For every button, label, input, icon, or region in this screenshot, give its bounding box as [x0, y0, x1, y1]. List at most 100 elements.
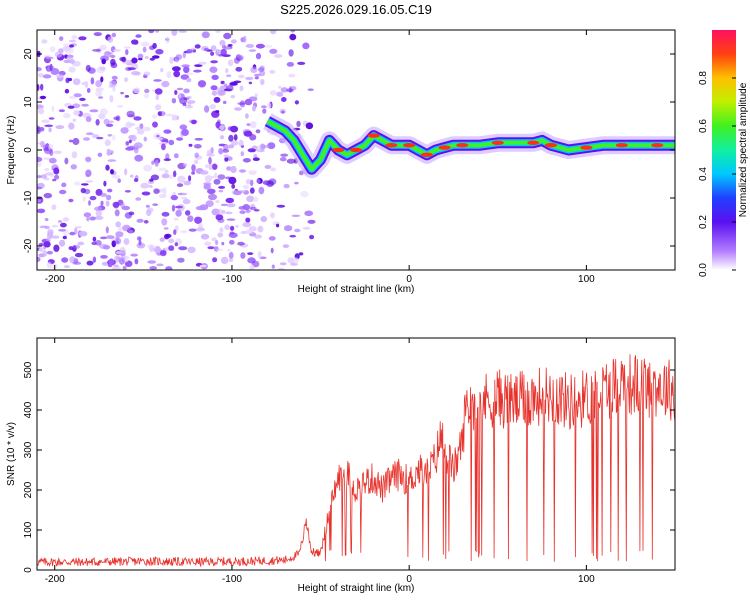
noise-blob	[94, 206, 103, 211]
noise-blob	[228, 251, 234, 259]
noise-blob	[215, 30, 221, 33]
noise-blob	[117, 178, 121, 183]
noise-blob	[226, 74, 232, 77]
noise-blob	[297, 61, 306, 65]
noise-blob	[223, 154, 229, 158]
noise-blob	[176, 87, 184, 91]
trace-peak	[403, 143, 416, 148]
noise-blob	[143, 164, 153, 172]
noise-blob	[83, 212, 92, 218]
noise-blob	[183, 180, 192, 186]
x-tick-label: 100	[578, 274, 595, 285]
noise-blob	[134, 154, 144, 162]
noise-blob	[199, 264, 207, 268]
noise-blob	[233, 134, 238, 141]
noise-blob	[122, 224, 131, 231]
noise-blob	[62, 217, 70, 222]
y-tick-label: 100	[23, 521, 34, 538]
noise-blob	[176, 183, 184, 188]
noise-blob	[105, 194, 112, 201]
noise-blob	[210, 60, 218, 64]
noise-blob	[280, 153, 289, 157]
noise-blob	[227, 203, 236, 208]
y-tick-label: 200	[23, 481, 34, 498]
noise-blob	[58, 229, 67, 232]
noise-blob	[152, 42, 157, 49]
noise-blob	[73, 110, 80, 116]
noise-blob	[211, 90, 218, 96]
colorbar-tick-label: 0.0	[698, 263, 709, 277]
x-tick-label: 0	[406, 274, 412, 285]
noise-blob	[109, 95, 114, 103]
noise-blob	[151, 160, 155, 165]
noise-blob	[226, 85, 234, 92]
x-tick-label: 100	[578, 574, 595, 585]
noise-blob	[186, 100, 196, 104]
noise-blob	[193, 69, 202, 73]
noise-blob	[142, 46, 147, 53]
noise-blob	[255, 52, 262, 60]
trace-peak	[527, 140, 540, 145]
noise-blob	[176, 137, 184, 141]
noise-blob	[61, 182, 67, 188]
noise-blob	[168, 245, 175, 251]
noise-blob	[138, 57, 143, 61]
noise-blob	[281, 110, 285, 114]
noise-blob	[158, 137, 164, 140]
noise-blob	[165, 113, 174, 117]
noise-blob	[218, 53, 224, 57]
x-tick-label: -100	[222, 274, 242, 285]
noise-blob	[49, 63, 53, 71]
y-tick-label: 10	[23, 96, 34, 108]
noise-blob	[211, 163, 218, 170]
noise-blob	[264, 44, 273, 48]
noise-blob	[92, 256, 97, 263]
noise-blob	[187, 246, 196, 253]
noise-blob	[243, 35, 247, 43]
noise-blob	[186, 95, 192, 100]
noise-blob	[182, 198, 191, 205]
noise-blob	[165, 266, 173, 270]
noise-blob	[230, 225, 235, 231]
noise-blob	[234, 107, 242, 111]
noise-blob	[210, 45, 217, 51]
noise-blob	[120, 202, 126, 208]
noise-blob	[59, 239, 66, 247]
noise-blob	[281, 97, 287, 102]
noise-blob	[249, 187, 255, 194]
y-tick-label: -10	[23, 190, 34, 205]
noise-blob	[69, 231, 76, 236]
noise-blob	[195, 206, 205, 211]
noise-blob	[282, 244, 290, 249]
noise-blob	[128, 139, 132, 144]
x-tick-label: -200	[45, 274, 65, 285]
noise-blob	[288, 73, 296, 78]
noise-blob	[227, 126, 236, 131]
noise-blob	[110, 58, 116, 66]
noise-blob	[215, 214, 224, 221]
noise-blob	[51, 235, 60, 239]
noise-blob	[94, 240, 102, 246]
noise-blob	[194, 64, 203, 67]
noise-blob	[163, 129, 172, 134]
noise-blob	[209, 66, 218, 73]
noise-blob	[100, 255, 108, 259]
noise-blob	[250, 66, 258, 74]
noise-blob	[262, 108, 267, 114]
noise-blob	[168, 139, 175, 146]
noise-blob	[237, 102, 246, 105]
snr-y-axis-label: SNR (10 * v/v)	[6, 422, 17, 486]
noise-blob	[38, 72, 44, 78]
noise-blob	[130, 134, 137, 142]
noise-blob	[203, 183, 211, 190]
noise-blob	[204, 241, 212, 246]
noise-blob	[228, 258, 234, 262]
noise-blob	[181, 64, 190, 68]
noise-blob	[233, 57, 240, 64]
noise-blob	[211, 237, 217, 242]
noise-blob	[119, 246, 126, 255]
y-tick-label: 400	[23, 401, 34, 418]
noise-blob	[135, 34, 142, 38]
noise-blob	[155, 94, 160, 101]
noise-blob	[200, 233, 210, 240]
